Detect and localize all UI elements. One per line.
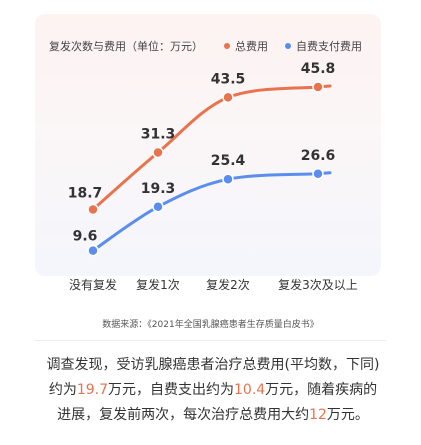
data-point-total-0 (87, 203, 99, 216)
legend-dot-selfpay (285, 43, 291, 49)
summary-line-1: 调查发现，受访乳腺癌患者治疗总费用(平均数，下同) (46, 357, 380, 373)
legend-dot-total (224, 43, 230, 49)
data-point-total-2 (222, 91, 234, 104)
summary-line-2: 约为19.7万元，自费支出约为10.4万元，随着疾病的 (48, 382, 378, 398)
summary-text: 调查发现，受访乳腺癌患者治疗总费用(平均数，下同) 约为19.7万元，自费支出约… (35, 353, 391, 428)
data-point-selfpay-1 (152, 201, 164, 213)
x-tick-label-3: 复发3次及以上 (278, 277, 358, 292)
x-tick-label-0: 没有复发 (69, 277, 117, 292)
data-point-selfpay-3 (312, 168, 324, 180)
data-label-selfpay-1: 19.3 (141, 181, 176, 197)
data-point-total-3 (312, 81, 324, 93)
data-point-total-1 (152, 146, 164, 159)
highlight-total-cost: 19.7 (76, 382, 108, 398)
highlight-selfpay-cost: 10.4 (234, 382, 266, 398)
summary-line-3: 进展，复发前两次，每次治疗总费用大约12万元。 (57, 407, 369, 423)
data-point-selfpay-2 (222, 173, 234, 185)
chart-title: 复发次数与费用（单位：万元） (49, 40, 203, 53)
line-chart: 18.7 31.3 43.5 45.8 9.6 19.3 25.4 26.6 没有复发 复发1次 复… (68, 61, 358, 292)
data-label-selfpay-3: 26.6 (301, 148, 336, 164)
data-source: 数据来源：《2021年全国乳腺癌患者生存质量白皮书》 (102, 320, 319, 330)
data-label-total-3: 45.8 (301, 61, 336, 77)
series-line-total (91, 84, 332, 211)
legend-label-total: 总费用 (235, 40, 268, 53)
x-tick-label-2: 复发2次 (206, 277, 250, 292)
data-label-total-0: 18.7 (68, 185, 103, 201)
data-label-total-1: 31.3 (141, 127, 176, 143)
data-label-selfpay-2: 25.4 (211, 153, 246, 169)
series-line-selfpay (91, 171, 332, 253)
x-tick-label-1: 复发1次 (136, 277, 180, 292)
legend-item-selfpay: 自费支付费用 (285, 38, 362, 54)
data-point-selfpay-0 (87, 244, 99, 257)
chart-card (35, 14, 381, 276)
data-label-total-2: 43.5 (211, 71, 246, 87)
highlight-per-treatment: 12 (309, 407, 327, 423)
legend-label-selfpay: 自费支付费用 (296, 40, 362, 53)
divider (35, 340, 386, 341)
data-label-selfpay-0: 9.6 (73, 229, 98, 245)
legend-item-total: 总费用 (224, 38, 268, 54)
